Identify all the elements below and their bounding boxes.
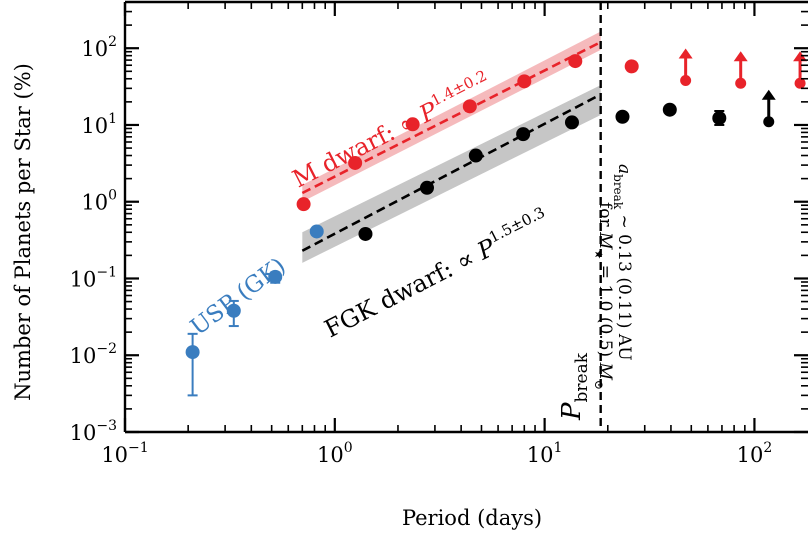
y-tick-exp: −1 — [96, 264, 117, 280]
y-tick-exp: −3 — [96, 418, 117, 434]
m-point — [568, 54, 583, 69]
m-point — [462, 99, 477, 114]
x-tick-exp: −1 — [128, 440, 149, 456]
x-tick-label: 10−1 — [101, 440, 148, 467]
axes — [123, 0, 808, 434]
m-limit-arrowhead — [733, 51, 748, 62]
a-break-label-line2: for M★ = 1.0 (0.5) M⊙ — [592, 202, 615, 390]
fgk-point — [712, 111, 727, 126]
fgk-point — [516, 127, 531, 142]
p-break-label-sub: break — [572, 352, 592, 402]
fgk_fit-line — [301, 93, 602, 252]
a-break-rest: ∼ 0.13 (0.11) AU — [614, 209, 634, 360]
a-break-label-line1: abreak ∼ 0.13 (0.11) AU — [611, 164, 634, 361]
y-tick-label: 102 — [81, 34, 117, 61]
fgk-point — [564, 115, 579, 130]
fgk-point — [662, 102, 677, 117]
y-tick-base: 10 — [81, 37, 108, 61]
data-points — [185, 48, 808, 397]
m-limit-arrowhead — [678, 48, 693, 59]
y-tick-label: 101 — [81, 111, 117, 138]
fgk-point — [419, 180, 434, 195]
usp-point — [226, 303, 241, 318]
fgk-dwarf-label-prefix: FGK dwarf: ∝ — [320, 241, 486, 344]
y-tick-base: 10 — [81, 191, 108, 215]
x-tick-base: 10 — [527, 443, 554, 467]
m-limit-arrowhead — [793, 51, 808, 62]
x-tick-base: 10 — [317, 443, 344, 467]
x-tick-label: 100 — [317, 440, 353, 467]
fgk-limit-arrowhead — [761, 89, 776, 100]
a-break-star: ★ — [592, 249, 605, 259]
m-limit-point — [794, 77, 806, 89]
p-break-label-p: P — [557, 402, 587, 421]
m-point — [517, 74, 532, 89]
x-tick-exp: 1 — [554, 440, 563, 456]
usp-point — [309, 224, 324, 239]
y-axis-title: Number of Planets per Star (%) — [11, 63, 35, 401]
x-tick-base: 10 — [101, 443, 128, 467]
fgk-point — [615, 109, 630, 124]
y-tick-exp: 0 — [108, 188, 117, 204]
x-tick-label: 101 — [527, 440, 563, 467]
fgk-dwarf-label-exp: 1.5±0.3 — [486, 203, 548, 246]
a-break-sub: break — [611, 174, 625, 210]
m-limit-point — [735, 77, 747, 89]
fgk-point — [358, 226, 373, 241]
y-tick-exp: −2 — [96, 341, 117, 357]
a-break-msun: M — [595, 362, 615, 381]
x-tick-label: 102 — [737, 440, 773, 467]
y-tick-base: 10 — [70, 421, 97, 445]
x-tick-exp: 0 — [344, 440, 353, 456]
y-tick-label: 10−3 — [70, 418, 117, 445]
a-break-rest2: = 1.0 (0.5) — [595, 259, 615, 362]
a-break-a: a — [614, 164, 634, 174]
x-tick-base: 10 — [737, 443, 764, 467]
a-break-m: M — [595, 231, 615, 250]
usp-point — [268, 269, 283, 284]
fgk-limit-point — [763, 116, 775, 128]
y-tick-base: 10 — [70, 267, 97, 291]
x-tick-exp: 2 — [763, 440, 772, 456]
y-tick-exp: 1 — [108, 111, 117, 127]
y-tick-base: 10 — [70, 344, 97, 368]
m-limit-point — [680, 74, 692, 86]
y-tick-label: 10−1 — [70, 264, 117, 291]
m-point — [348, 155, 363, 170]
m_fit-band — [302, 31, 601, 202]
a-break-sun-sub: ⊙ — [592, 380, 606, 390]
usp-point — [185, 345, 200, 360]
m-point — [405, 117, 420, 132]
m-point — [296, 197, 311, 212]
y-tick-label: 100 — [81, 188, 117, 215]
ticks — [123, 1, 808, 434]
y-tick-base: 10 — [81, 114, 108, 138]
fgk-point — [468, 148, 483, 163]
m-point — [624, 59, 639, 74]
fit-lines — [301, 40, 602, 252]
y-tick-label: 10−2 — [70, 341, 117, 368]
usp-label: USP (GK) — [186, 253, 291, 341]
y-tick-exp: 2 — [108, 34, 117, 50]
p-break-label: Pbreak — [557, 352, 592, 421]
x-axis-title: Period (days) — [402, 506, 542, 530]
a-break-for: for — [595, 202, 615, 232]
